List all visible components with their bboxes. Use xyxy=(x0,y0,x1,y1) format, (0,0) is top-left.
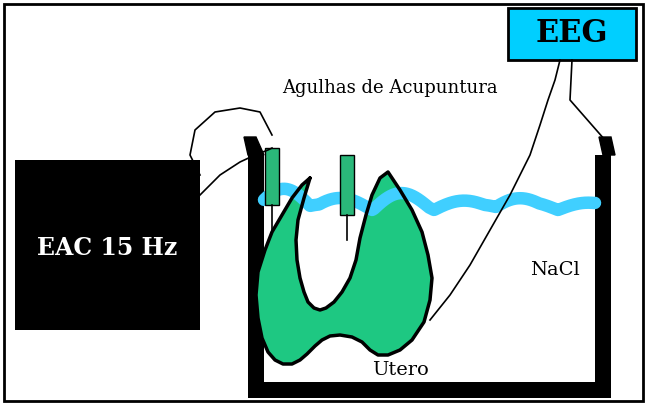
Polygon shape xyxy=(244,137,264,155)
Text: NaCl: NaCl xyxy=(530,261,580,279)
Polygon shape xyxy=(256,172,432,364)
Text: Utero: Utero xyxy=(371,361,428,379)
Text: EAC 15 Hz: EAC 15 Hz xyxy=(37,236,177,260)
Bar xyxy=(595,155,611,382)
Bar xyxy=(508,8,636,60)
Text: EEG: EEG xyxy=(536,19,608,49)
Text: Agulhas de Acupuntura: Agulhas de Acupuntura xyxy=(282,79,498,97)
Bar xyxy=(248,382,611,398)
Polygon shape xyxy=(599,137,615,155)
Bar xyxy=(265,148,279,205)
Bar xyxy=(248,155,264,382)
Bar xyxy=(340,155,354,215)
Bar xyxy=(15,160,200,330)
